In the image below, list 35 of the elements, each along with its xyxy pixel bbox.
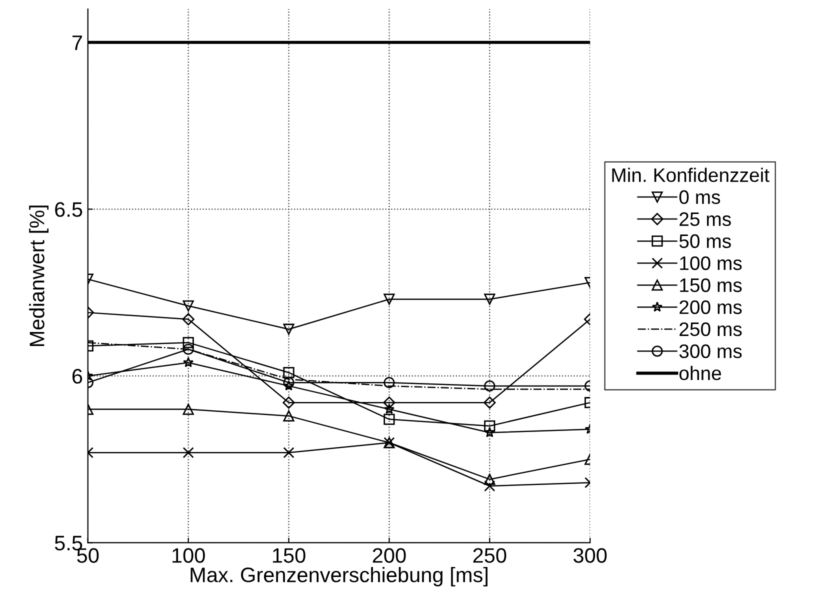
point: [384, 414, 395, 425]
x-tick-label: 50: [77, 548, 99, 563]
y-axis-title: Medianwert [%]: [29, 206, 49, 346]
y-tick-label: 6: [72, 368, 82, 384]
legend-title: Min. Konfidenzzeit: [612, 168, 770, 182]
y-tick-label: 7: [72, 36, 82, 50]
point: [484, 427, 495, 438]
point: [282, 396, 295, 409]
point: [283, 324, 294, 335]
point: [183, 357, 194, 368]
y-tick-label: 5.5: [54, 536, 82, 550]
legend-label: ohne: [679, 366, 722, 380]
point: [283, 447, 294, 458]
point: [384, 377, 395, 388]
legend-label: 100 ms: [680, 256, 742, 270]
x-tick-label: 150: [272, 548, 306, 563]
legend-label: 200 ms: [680, 300, 742, 314]
legend-label: 250 ms: [680, 322, 742, 336]
x-tick-label: 250: [473, 548, 506, 563]
point: [383, 396, 396, 409]
x-tick-label: 200: [372, 548, 406, 563]
point: [384, 404, 395, 414]
legend-label: 0 ms: [679, 190, 720, 204]
x-tick-label: 100: [172, 548, 205, 563]
x-axis-title: Max. Grenzenverschiebung [ms]: [190, 566, 488, 586]
legend-label: 150 ms: [680, 278, 742, 292]
legend-label: 25 ms: [680, 212, 731, 226]
point: [283, 380, 294, 391]
legend-label: 50 ms: [679, 234, 731, 248]
y-tick-label: 6.5: [55, 202, 82, 217]
legend-label: 300 ms: [679, 344, 742, 358]
point: [384, 294, 395, 305]
x-tick-label: 300: [574, 548, 607, 563]
point: [283, 367, 294, 378]
point: [283, 410, 294, 422]
